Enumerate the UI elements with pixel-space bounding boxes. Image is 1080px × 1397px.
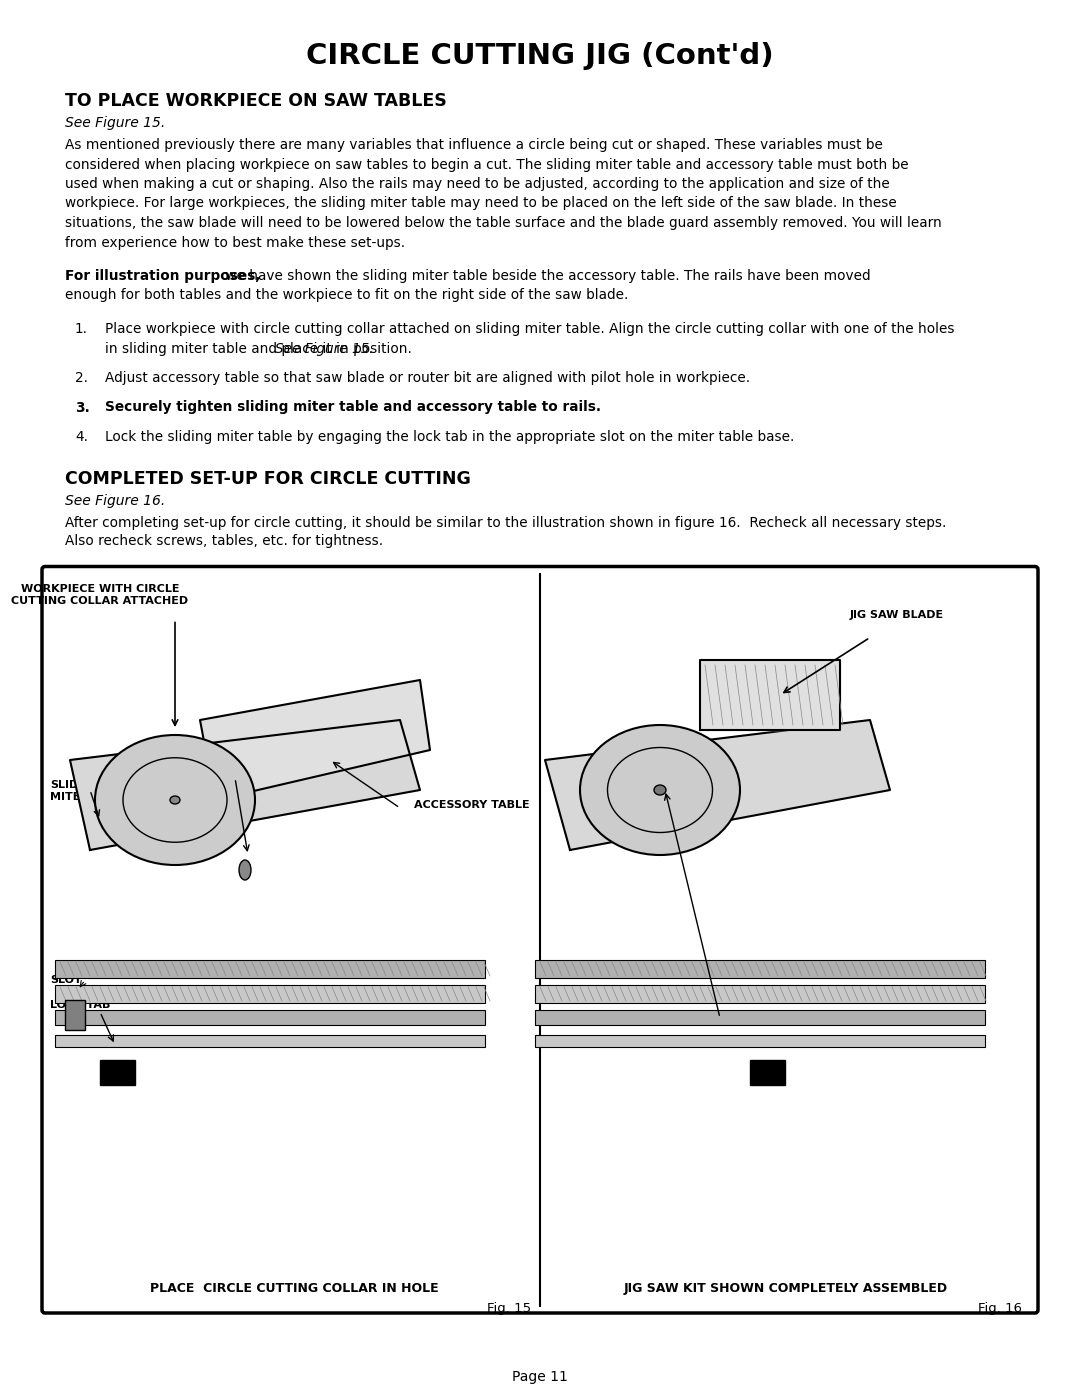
Text: 1.: 1. [75,321,87,337]
Text: WORKPIECE WITH CIRCLE
CUTTING COLLAR ATTACHED: WORKPIECE WITH CIRCLE CUTTING COLLAR ATT… [12,584,189,606]
Bar [55,960,485,978]
Text: For illustration purposes,: For illustration purposes, [65,270,260,284]
Text: enough for both tables and the workpiece to fit on the right side of the saw bla: enough for both tables and the workpiece… [65,289,629,303]
Polygon shape [700,659,840,731]
Text: TO PLACE WORKPIECE ON SAW TABLES: TO PLACE WORKPIECE ON SAW TABLES [65,92,447,110]
Polygon shape [70,719,420,849]
Text: Also recheck screws, tables, etc. for tightness.: Also recheck screws, tables, etc. for ti… [65,535,383,549]
Text: in sliding miter table and place it in position.: in sliding miter table and place it in p… [105,341,416,355]
Text: ACCESSORY TABLE: ACCESSORY TABLE [415,800,530,810]
Text: we have shown the sliding miter table beside the accessory table. The rails have: we have shown the sliding miter table be… [221,270,870,284]
Bar [55,985,485,1003]
Text: used when making a cut or shaping. Also the rails may need to be adjusted, accor: used when making a cut or shaping. Also … [65,177,890,191]
Text: 4.: 4. [75,430,87,444]
Text: considered when placing workpiece on saw tables to begin a cut. The sliding mite: considered when placing workpiece on saw… [65,158,908,172]
Bar [55,1035,485,1046]
Bar [65,1000,85,1030]
Text: See Figure 15.: See Figure 15. [275,341,374,355]
Text: PILOT HOLE: PILOT HOLE [806,1010,878,1020]
Text: CIRCLE CUTTING JIG (Cont'd): CIRCLE CUTTING JIG (Cont'd) [307,42,773,70]
Text: situations, the saw blade will need to be lowered below the table surface and th: situations, the saw blade will need to b… [65,217,942,231]
Ellipse shape [170,796,180,805]
Text: SLOT: SLOT [50,975,82,985]
Bar [100,1060,135,1085]
Text: JIG SAW KIT SHOWN COMPLETELY ASSEMBLED: JIG SAW KIT SHOWN COMPLETELY ASSEMBLED [623,1282,947,1295]
Text: from experience how to best make these set-ups.: from experience how to best make these s… [65,236,405,250]
Text: As mentioned previously there are many variables that influence a circle being c: As mentioned previously there are many v… [65,138,882,152]
Text: PLACE  CIRCLE CUTTING COLLAR IN HOLE: PLACE CIRCLE CUTTING COLLAR IN HOLE [150,1282,438,1295]
Text: Securely tighten sliding miter table and accessory table to rails.: Securely tighten sliding miter table and… [105,401,600,415]
Bar [535,1010,985,1025]
FancyBboxPatch shape [42,567,1038,1313]
Text: Fig. 16: Fig. 16 [978,1302,1022,1315]
Bar [750,1060,785,1085]
Text: See Figure 15.: See Figure 15. [65,116,165,130]
Ellipse shape [580,725,740,855]
Text: COMPLETED SET-UP FOR CIRCLE CUTTING: COMPLETED SET-UP FOR CIRCLE CUTTING [65,469,471,488]
Text: See Figure 16.: See Figure 16. [65,493,165,507]
Text: LOCK TAB: LOCK TAB [50,1000,110,1010]
Bar [535,1035,985,1046]
Bar [535,985,985,1003]
Text: SLIDING
MITER TABLE: SLIDING MITER TABLE [50,780,132,802]
Text: workpiece. For large workpieces, the sliding miter table may need to be placed o: workpiece. For large workpieces, the sli… [65,197,896,211]
Text: After completing set-up for circle cutting, it should be similar to the illustra: After completing set-up for circle cutti… [65,515,946,529]
Text: PILOT HOLE: PILOT HOLE [195,770,268,780]
Polygon shape [200,680,430,800]
Text: Place workpiece with circle cutting collar attached on sliding miter table. Alig: Place workpiece with circle cutting coll… [105,321,955,337]
Text: Fig. 15: Fig. 15 [487,1302,531,1315]
Bar [535,960,985,978]
Ellipse shape [95,735,255,865]
Text: Page 11: Page 11 [512,1370,568,1384]
Text: 3.: 3. [75,401,90,415]
Ellipse shape [239,861,251,880]
Bar [55,1010,485,1025]
Text: Adjust accessory table so that saw blade or router bit are aligned with pilot ho: Adjust accessory table so that saw blade… [105,372,751,386]
Ellipse shape [654,785,666,795]
Text: 2.: 2. [75,372,87,386]
Text: JIG SAW BLADE: JIG SAW BLADE [850,609,944,619]
Text: Lock the sliding miter table by engaging the lock tab in the appropriate slot on: Lock the sliding miter table by engaging… [105,430,795,444]
Polygon shape [545,719,890,849]
Text: DIRECTION OF FEED: DIRECTION OF FEED [549,985,674,995]
